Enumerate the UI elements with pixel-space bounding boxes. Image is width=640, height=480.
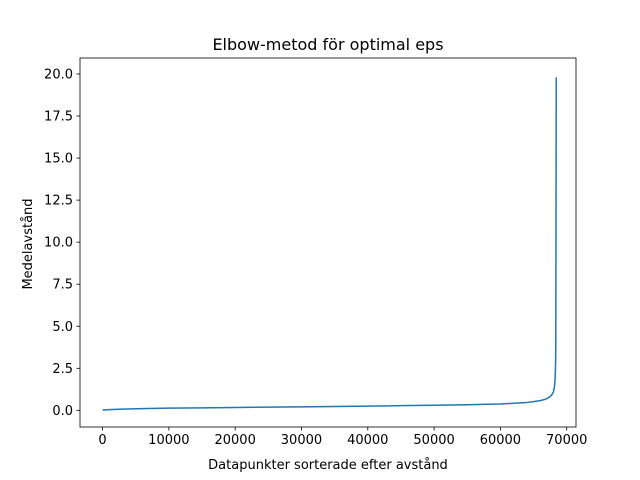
series-line <box>102 77 557 411</box>
x-tick-label: 10000 <box>148 433 189 448</box>
x-tick-label: 70000 <box>546 433 587 448</box>
x-axis-ticks: 0 10000 20000 30000 40000 50000 60000 70000 <box>98 427 587 448</box>
y-tick-label: 17.5 <box>44 110 73 125</box>
x-tick-label: 0 <box>98 433 106 448</box>
y-tick-label: 2.5 <box>52 362 73 377</box>
y-tick-label: 0.0 <box>52 404 73 419</box>
y-tick-label: 10.0 <box>44 236 73 251</box>
chart-title: Elbow-metod för optimal eps <box>212 35 443 54</box>
y-tick-label: 12.5 <box>44 194 73 209</box>
plot-area <box>79 57 577 428</box>
x-tick-label: 40000 <box>347 433 388 448</box>
y-axis-label: Medelavstånd <box>21 198 36 289</box>
x-axis-label: Datapunkter sorterade efter avstånd <box>208 458 448 473</box>
y-tick-label: 20.0 <box>44 67 73 82</box>
axes-frame <box>79 57 577 428</box>
y-axis-ticks: 0.0 2.5 5.0 7.5 10.0 12.5 15.0 17.5 20.0 <box>44 67 80 419</box>
x-tick-label: 20000 <box>214 433 255 448</box>
y-tick-label: 15.0 <box>44 152 73 167</box>
x-tick-label: 60000 <box>480 433 521 448</box>
x-tick-label: 30000 <box>281 433 322 448</box>
y-tick-label: 5.0 <box>52 320 73 335</box>
x-tick-label: 50000 <box>413 433 454 448</box>
y-tick-label: 7.5 <box>52 278 73 293</box>
